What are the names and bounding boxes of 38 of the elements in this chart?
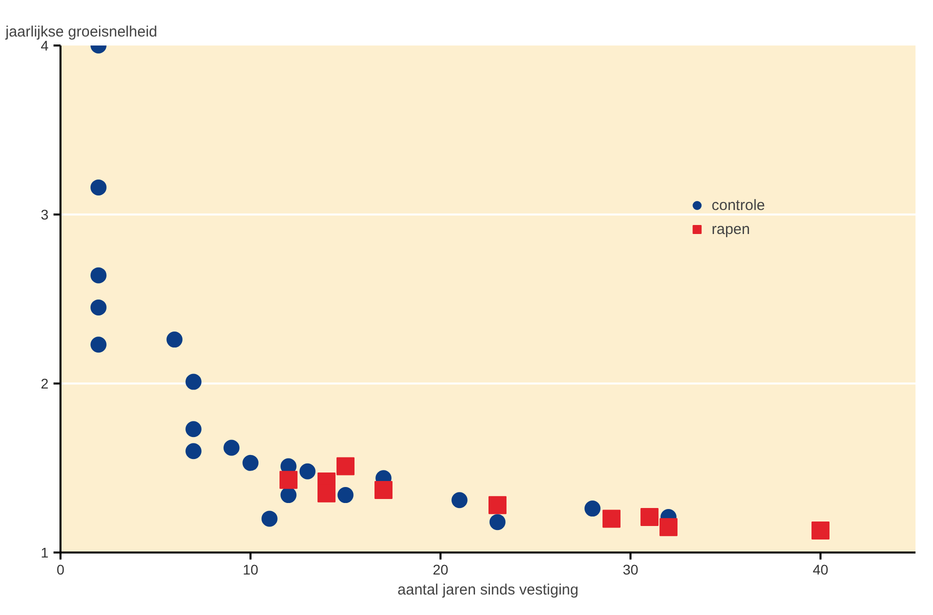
point	[300, 463, 316, 480]
point	[90, 179, 106, 196]
point	[338, 487, 354, 504]
x-axis-title: aantal jaren sinds vestiging	[398, 582, 578, 598]
point	[812, 522, 830, 540]
legend-label: controle	[712, 196, 765, 214]
point	[90, 299, 106, 316]
point	[488, 496, 506, 514]
point	[186, 421, 202, 438]
point	[224, 440, 240, 456]
point	[280, 470, 298, 489]
point	[90, 336, 106, 353]
legend-label: rapen	[712, 220, 750, 238]
y-axis-title: jaarlijkse groeisnelheid	[4, 24, 158, 40]
point	[280, 487, 296, 504]
point	[336, 457, 354, 476]
x-tick-label: 30	[622, 562, 638, 578]
point	[490, 514, 506, 530]
x-tick-label: 10	[242, 562, 258, 578]
y-tick-label: 1	[40, 544, 49, 560]
y-tick-label: 3	[40, 206, 49, 222]
point	[374, 480, 392, 499]
y-tick-label: 4	[40, 38, 49, 54]
point	[186, 374, 202, 390]
point	[186, 443, 202, 460]
point	[640, 508, 658, 526]
point	[584, 500, 600, 517]
point	[602, 510, 620, 528]
y-tick-label: 2	[40, 376, 49, 392]
point	[452, 492, 468, 508]
x-tick-label: 0	[56, 562, 65, 578]
point	[660, 518, 678, 536]
point	[90, 267, 106, 284]
x-tick-label: 40	[812, 562, 828, 578]
point	[262, 510, 278, 527]
x-tick-label: 20	[432, 562, 448, 578]
point	[242, 454, 258, 471]
point	[166, 332, 182, 348]
